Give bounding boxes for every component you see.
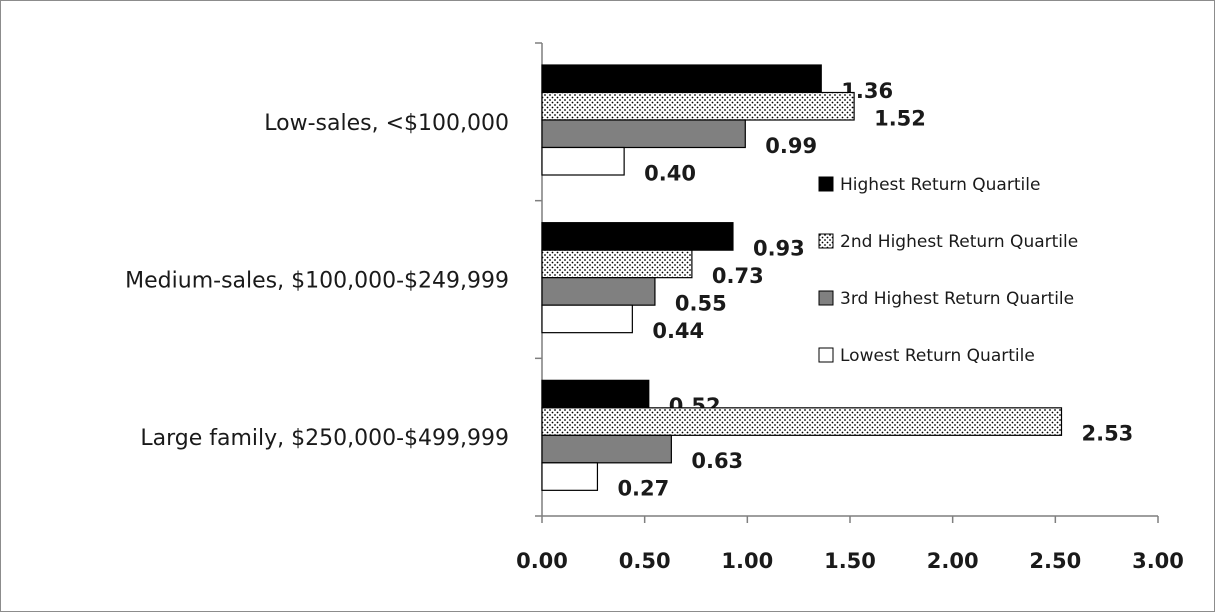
x-tick-label: 1.50 — [824, 549, 876, 573]
legend-swatch — [818, 290, 834, 306]
legend-swatch — [818, 233, 834, 249]
data-label: 0.27 — [617, 477, 669, 501]
data-label: 0.99 — [765, 134, 817, 158]
legend-swatch — [818, 347, 834, 363]
category-label: Low-sales, <$100,000 — [264, 111, 509, 136]
bar — [541, 64, 822, 94]
chart-axes: 0.00 0.50 1.00 1.50 2.00 2.50 3.00 Low-sales, <… — [125, 42, 1184, 573]
bar — [541, 434, 672, 464]
bar — [541, 146, 625, 176]
legend-label: 3rd Highest Return Quartile — [840, 289, 1074, 309]
legend-label: Lowest Return Quartile — [840, 346, 1035, 366]
bar — [541, 119, 746, 149]
chart-legend: Highest Return Quartile 2nd Highest Retur… — [818, 175, 1078, 366]
bar — [541, 277, 656, 306]
bar — [541, 91, 855, 121]
data-label: 0.73 — [712, 264, 764, 288]
bar — [541, 304, 633, 334]
legend-label: Highest Return Quartile — [840, 175, 1040, 195]
legend-label: 2nd Highest Return Quartile — [840, 232, 1078, 252]
data-label: 1.52 — [874, 106, 926, 130]
x-tick-label: 2.50 — [1029, 549, 1081, 573]
data-label: 0.44 — [652, 319, 704, 343]
x-tick-label: 1.00 — [721, 549, 773, 573]
chart-bars: 1.361.520.990.400.930.730.550.440.522.53… — [541, 64, 1133, 501]
category-label: Medium-sales, $100,000-$249,999 — [125, 269, 509, 294]
bar — [541, 407, 1063, 436]
bar — [541, 379, 650, 409]
data-label: 0.93 — [753, 236, 805, 260]
data-label: 0.55 — [675, 291, 727, 315]
bar — [541, 222, 734, 251]
x-tick-label: 0.50 — [619, 549, 671, 573]
data-label: 2.53 — [1081, 422, 1133, 446]
data-label: 0.63 — [691, 449, 743, 473]
x-tick-label: 3.00 — [1132, 549, 1184, 573]
category-label: Large family, $250,000-$499,999 — [140, 426, 509, 451]
data-label: 0.40 — [644, 161, 696, 185]
bar — [541, 462, 599, 491]
x-tick-label: 2.00 — [927, 549, 979, 573]
x-tick-label: 0.00 — [516, 549, 568, 573]
bar — [541, 249, 693, 279]
legend-swatch — [818, 176, 834, 192]
